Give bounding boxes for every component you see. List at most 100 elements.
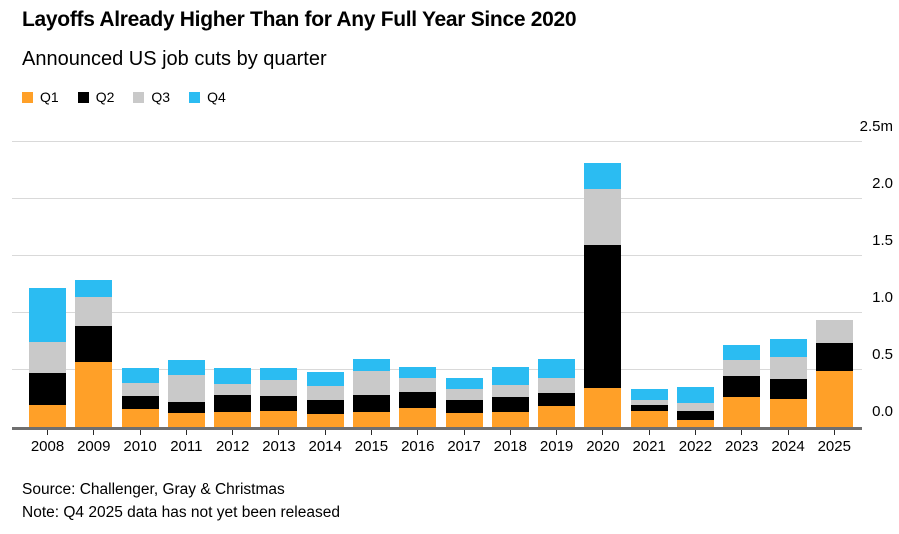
x-axis-label-2015: 2015 xyxy=(354,438,389,455)
bar-segment-2010-q1 xyxy=(121,408,159,427)
bar-2022 xyxy=(676,387,714,427)
bar-segment-2020-q2 xyxy=(584,244,622,389)
bar-segment-2022-q3 xyxy=(676,403,714,412)
x-cell-2013: 2013 xyxy=(260,430,297,455)
x-cell-2024: 2024 xyxy=(770,430,807,455)
legend-label-q1: Q1 xyxy=(40,89,59,105)
bar-segment-2017-q3 xyxy=(445,389,483,400)
x-tick-2019 xyxy=(556,430,558,435)
bar-segment-2022-q4 xyxy=(676,387,714,404)
bar-segment-2010-q3 xyxy=(121,382,159,397)
x-axis-label-2025: 2025 xyxy=(817,438,851,455)
x-cell-2019: 2019 xyxy=(538,430,575,455)
bar-segment-2017-q4 xyxy=(445,378,483,390)
bar-segment-2016-q4 xyxy=(399,366,437,378)
bars xyxy=(29,114,853,427)
gridline-2.5m xyxy=(12,141,862,142)
bar-segment-2013-q2 xyxy=(260,396,298,412)
bar-segment-2009-q4 xyxy=(75,279,113,298)
bar-segment-2020-q1 xyxy=(584,388,622,427)
gridline-1.0 xyxy=(12,312,862,313)
bar-segment-2016-q1 xyxy=(399,407,437,427)
x-tick-2013 xyxy=(278,430,280,435)
bar-segment-2019-q3 xyxy=(538,378,576,393)
bar-segment-2014-q2 xyxy=(306,399,344,415)
x-cell-2015: 2015 xyxy=(353,430,390,455)
bar-segment-2009-q1 xyxy=(75,362,113,427)
bar-segment-2023-q2 xyxy=(723,375,761,398)
bar-segment-2016-q2 xyxy=(399,391,437,408)
bar-segment-2011-q4 xyxy=(167,359,205,375)
bar-segment-2010-q2 xyxy=(121,396,159,409)
legend-swatch-q2 xyxy=(77,91,89,103)
legend-label-q3: Q3 xyxy=(151,89,171,105)
bar-segment-2012-q3 xyxy=(214,383,252,396)
bar-segment-2024-q2 xyxy=(769,379,807,399)
x-cell-2009: 2009 xyxy=(75,430,112,455)
bar-segment-2014-q3 xyxy=(306,385,344,400)
bar-segment-2021-q3 xyxy=(630,399,668,406)
y-axis-label-0.5: 0.5 xyxy=(872,346,893,363)
bar-segment-2024-q3 xyxy=(769,357,807,380)
bar-segment-2020-q4 xyxy=(584,162,622,189)
bar-segment-2015-q3 xyxy=(352,371,390,396)
x-axis: 2008 2009 2010 2011 2012 2013 2014 2015 2016 2017… xyxy=(29,430,853,455)
x-tick-2015 xyxy=(370,430,372,435)
y-axis-label-1.0: 1.0 xyxy=(872,289,893,306)
bar-segment-2023-q1 xyxy=(723,397,761,427)
x-tick-2014 xyxy=(324,430,326,435)
bar-segment-2025-q3 xyxy=(815,319,853,343)
bar-segment-2022-q1 xyxy=(676,420,714,427)
bar-segment-2008-q4 xyxy=(29,287,66,342)
bar-2011 xyxy=(167,359,205,427)
x-axis-label-2012: 2012 xyxy=(215,438,250,455)
bar-segment-2008-q1 xyxy=(29,405,66,427)
bar-segment-2021-q4 xyxy=(630,389,668,400)
bar-segment-2024-q1 xyxy=(769,398,807,427)
chart-title: Layoffs Already Higher Than for Any Full… xyxy=(22,8,577,31)
x-cell-2014: 2014 xyxy=(307,430,344,455)
bar-segment-2019-q2 xyxy=(538,392,576,407)
x-axis-label-2019: 2019 xyxy=(539,438,574,455)
legend-swatch-q3 xyxy=(133,91,145,103)
bar-2024 xyxy=(769,339,807,427)
x-tick-2023 xyxy=(741,430,743,435)
x-cell-2021: 2021 xyxy=(631,430,668,455)
bar-segment-2018-q1 xyxy=(491,412,529,427)
x-cell-2020: 2020 xyxy=(584,430,621,455)
x-axis-label-2023: 2023 xyxy=(725,438,759,455)
bar-segment-2023-q4 xyxy=(723,344,761,360)
release-note: Note: Q4 2025 data has not yet been rele… xyxy=(22,503,340,521)
legend-item-q1: Q1 xyxy=(22,89,59,105)
x-tick-2024 xyxy=(787,430,789,435)
x-tick-2009 xyxy=(93,430,95,435)
x-tick-2025 xyxy=(833,430,835,435)
bar-segment-2018-q2 xyxy=(491,397,529,413)
legend-item-q3: Q3 xyxy=(133,89,170,105)
chart-subtitle: Announced US job cuts by quarter xyxy=(22,48,327,70)
bar-segment-2025-q1 xyxy=(815,371,853,427)
y-axis-label-2.0: 2.0 xyxy=(872,175,893,192)
bar-2025 xyxy=(815,319,853,427)
y-axis-label-2.5m: 2.5m xyxy=(859,118,893,135)
bar-segment-2021-q1 xyxy=(630,411,668,427)
bar-2014 xyxy=(306,372,344,427)
x-cell-2022: 2022 xyxy=(677,430,714,455)
x-axis-label-2010: 2010 xyxy=(123,438,157,455)
x-axis-label-2021: 2021 xyxy=(632,438,666,455)
bar-segment-2012-q4 xyxy=(214,367,252,384)
bar-segment-2019-q4 xyxy=(538,358,576,378)
bar-2009 xyxy=(75,279,113,427)
x-axis-label-2014: 2014 xyxy=(308,438,342,455)
bar-segment-2018-q4 xyxy=(491,366,529,385)
x-tick-2018 xyxy=(509,430,511,435)
y-axis-label-0.0: 0.0 xyxy=(872,403,893,420)
gridline-0.5 xyxy=(12,369,862,370)
x-axis-label-2008: 2008 xyxy=(30,438,65,455)
bar-segment-2023-q3 xyxy=(723,359,761,376)
x-cell-2023: 2023 xyxy=(723,430,760,455)
x-tick-2021 xyxy=(648,430,650,435)
bar-segment-2012-q1 xyxy=(214,412,252,427)
legend-label-q2: Q2 xyxy=(95,89,115,105)
legend-label-q4: Q4 xyxy=(207,89,226,105)
